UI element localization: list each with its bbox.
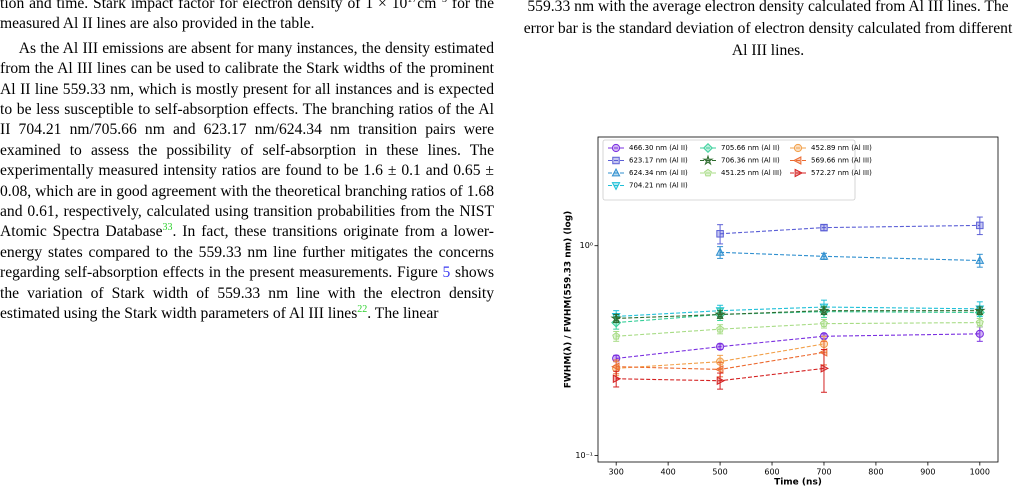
figure-caption: 559.33 nm with the average electron dens… bbox=[523, 0, 1013, 59]
legend-marker bbox=[702, 142, 714, 154]
data-point bbox=[715, 365, 724, 374]
legend-marker bbox=[794, 168, 804, 178]
y-tick-label: 10⁰ bbox=[580, 241, 593, 250]
text-run: shows the variation of Stark width of 55… bbox=[0, 264, 495, 323]
text-run: . In fact, these transitions originate f… bbox=[0, 223, 494, 282]
legend-label: 452.89 nm (Al III) bbox=[811, 144, 872, 152]
legend-marker bbox=[703, 168, 713, 177]
y-axis-label: FWHM(λ) / FWHM(559.33 nm) (log) bbox=[564, 211, 574, 389]
legend-marker bbox=[793, 143, 803, 153]
data-point bbox=[716, 376, 726, 386]
series-line bbox=[616, 333, 980, 359]
series-line bbox=[616, 311, 980, 324]
legend-label: 623.17 nm (Al II) bbox=[629, 157, 688, 165]
data-point bbox=[975, 329, 984, 338]
legend-marker bbox=[611, 143, 621, 153]
data-point bbox=[716, 324, 725, 333]
data-point bbox=[975, 255, 985, 264]
legend-label: 706.36 nm (Al II) bbox=[721, 157, 780, 165]
data-point bbox=[976, 221, 984, 230]
y-tick-label: 10⁻¹ bbox=[575, 451, 593, 460]
data-point bbox=[612, 332, 621, 340]
data-point bbox=[819, 319, 828, 328]
legend-marker bbox=[611, 167, 621, 177]
legend-label: 466.30 nm (Al II) bbox=[629, 144, 688, 152]
x-tick-label: 600 bbox=[764, 468, 779, 477]
data-point bbox=[975, 318, 984, 326]
error-bar bbox=[717, 224, 724, 245]
superscript: 17 bbox=[407, 0, 417, 5]
series-line bbox=[720, 251, 980, 262]
data-point bbox=[819, 251, 829, 260]
legend-marker bbox=[612, 156, 620, 165]
data-point bbox=[715, 342, 725, 351]
error-bar bbox=[613, 370, 620, 388]
text-run: for the measured Al II lines are also pr… bbox=[0, 0, 494, 33]
x-tick-label: 300 bbox=[609, 468, 624, 477]
text-run: . The linear bbox=[367, 305, 439, 323]
plot-frame bbox=[597, 136, 999, 463]
body-text: tion and time. Stark impact factor for e… bbox=[0, 0, 494, 329]
series-line bbox=[616, 322, 980, 337]
citation[interactable]: 22 bbox=[357, 304, 368, 316]
series-line bbox=[616, 306, 980, 317]
chart: 300 400 500 600 700 800 900 1000 10⁻¹ 10⁰ Time (ns… bbox=[564, 136, 999, 488]
series-line bbox=[720, 224, 980, 235]
data-point bbox=[611, 362, 620, 372]
data-point bbox=[716, 230, 724, 238]
data-point bbox=[818, 304, 830, 316]
superscript: −3 bbox=[436, 0, 447, 5]
data-point bbox=[612, 374, 622, 384]
x-axis-label: Time (ns) bbox=[774, 478, 822, 488]
data-point bbox=[714, 308, 726, 320]
x-tick-label: 700 bbox=[816, 468, 831, 477]
series-line bbox=[616, 310, 980, 319]
data-point bbox=[818, 347, 828, 357]
legend-label: 572.27 nm (Al III) bbox=[811, 169, 872, 177]
paragraph: As the Al III emissions are absent for m… bbox=[0, 39, 494, 325]
x-tick-label: 1000 bbox=[970, 468, 990, 477]
data-point bbox=[715, 247, 725, 256]
x-tick-label: 800 bbox=[868, 468, 883, 477]
legend-label: 705.66 nm (Al II) bbox=[721, 144, 780, 152]
text-run: tion and time. Stark impact factor for e… bbox=[0, 0, 408, 12]
legend-label: 451.25 nm (Al III) bbox=[721, 169, 782, 177]
legend-marker bbox=[792, 156, 802, 165]
x-tick-label: 500 bbox=[712, 468, 727, 477]
error-bar bbox=[717, 372, 724, 390]
data-point bbox=[820, 223, 828, 232]
legend-marker bbox=[611, 182, 621, 191]
data-point bbox=[974, 304, 986, 316]
data-point bbox=[820, 363, 830, 373]
citation[interactable]: 33 bbox=[162, 222, 173, 234]
figure-link[interactable]: 5 bbox=[442, 264, 451, 282]
data-point bbox=[610, 312, 622, 324]
text-run: cm bbox=[417, 0, 437, 12]
legend-box bbox=[602, 139, 856, 201]
legend-label: 704.21 nm (Al II) bbox=[629, 182, 688, 190]
legend-marker bbox=[702, 154, 714, 166]
text-run: As the Al III emissions are absent for m… bbox=[0, 39, 494, 241]
paragraph: tion and time. Stark impact factor for e… bbox=[0, 0, 494, 35]
legend-label: 569.66 nm (Al III) bbox=[811, 157, 872, 165]
x-tick-label: 400 bbox=[660, 468, 675, 477]
legend-label: 624.34 nm (Al II) bbox=[629, 169, 688, 177]
x-tick-label: 900 bbox=[920, 468, 935, 477]
error-bar bbox=[976, 216, 983, 236]
